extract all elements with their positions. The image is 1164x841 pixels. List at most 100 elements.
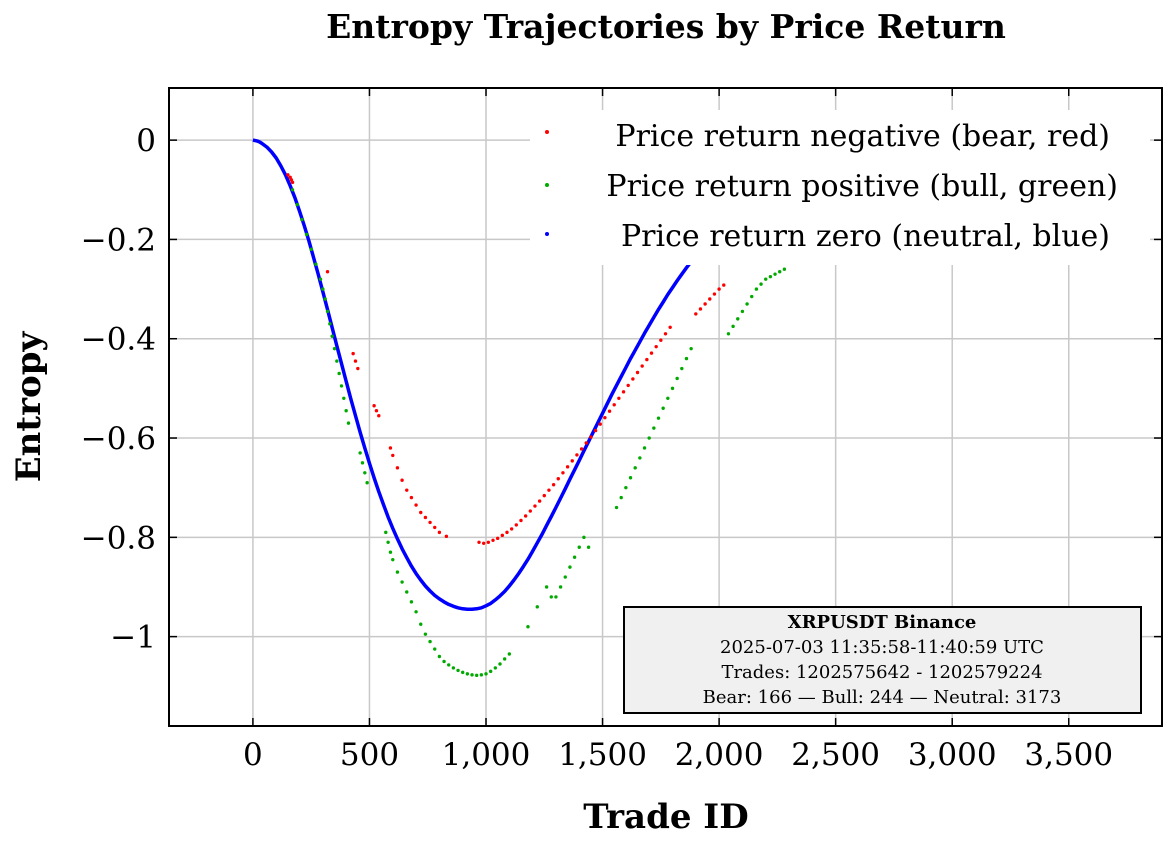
bull-point	[363, 471, 367, 475]
legend-marker-bear	[545, 130, 549, 134]
bear-point	[703, 302, 707, 306]
bull-point	[325, 309, 330, 314]
bull-point	[666, 396, 670, 401]
legend-marker-neutral	[545, 232, 549, 236]
bear-point	[372, 404, 376, 408]
bear-point	[617, 396, 621, 401]
bear-point	[589, 435, 593, 439]
x-tick-label: 2,500	[791, 737, 880, 773]
bull-point	[405, 590, 409, 594]
bear-point	[351, 351, 355, 356]
bear-point	[547, 488, 551, 492]
bear-point	[579, 447, 584, 451]
bull-point	[619, 495, 623, 500]
bear-point	[570, 459, 574, 463]
info-box-trades: Trades: 1202575642 - 1202579224	[721, 662, 1042, 683]
bear-point	[607, 409, 612, 413]
bear-point	[477, 540, 481, 544]
bull-point	[526, 625, 530, 629]
bull-point	[414, 610, 418, 614]
bull-point	[652, 426, 656, 430]
bull-point	[633, 466, 637, 470]
y-tick-label: 0	[136, 123, 156, 159]
bear-point	[509, 527, 514, 531]
bull-point	[544, 585, 549, 589]
bull-point	[488, 669, 493, 674]
bear-point	[663, 332, 668, 336]
bull-point	[300, 217, 304, 222]
bear-point	[528, 509, 533, 513]
x-axis-ticks: 0 500 1,000 1,500 2,000 2,500 3,000 3,500	[243, 88, 1113, 773]
bear-point	[353, 359, 358, 363]
x-tick-label: 1,500	[558, 737, 647, 773]
bear-point	[481, 541, 486, 545]
bull-point	[433, 647, 437, 651]
bear-point	[556, 477, 560, 481]
bull-point	[498, 662, 502, 666]
bear-point	[712, 292, 717, 296]
bear-point	[654, 344, 658, 349]
bull-point	[759, 282, 763, 286]
bull-point	[558, 585, 563, 589]
bull-point	[318, 277, 323, 281]
bear-point	[437, 530, 442, 535]
bear-point	[717, 287, 721, 291]
bull-point	[554, 595, 558, 599]
bull-point	[314, 262, 318, 266]
bear-point	[694, 312, 698, 316]
bull-point	[395, 570, 400, 574]
bull-point	[290, 188, 295, 192]
bull-point	[493, 666, 498, 670]
y-tick-label: −0.8	[81, 520, 156, 556]
bull-point	[409, 600, 414, 604]
bear-point	[645, 357, 649, 362]
y-tick-label: −1	[110, 620, 156, 656]
y-tick-label: −0.6	[81, 421, 156, 457]
bear-point	[423, 515, 428, 520]
bull-point	[670, 386, 675, 391]
bull-point	[384, 530, 388, 535]
bull-point	[778, 270, 782, 274]
bear-point	[621, 390, 626, 394]
bear-point	[409, 495, 414, 500]
x-tick-label: 0	[243, 737, 263, 773]
bear-point	[374, 409, 379, 413]
bear-point	[523, 514, 528, 518]
bull-point	[535, 605, 539, 609]
bull-point	[484, 672, 488, 676]
bull-point	[647, 436, 651, 440]
info-box-frame	[623, 606, 1142, 714]
bull-point	[400, 580, 404, 584]
bull-point	[344, 409, 348, 413]
bull-point	[782, 267, 787, 271]
bull-point	[337, 371, 341, 376]
bull-point	[332, 346, 337, 351]
bear-point	[486, 540, 491, 544]
bear-point	[593, 428, 598, 433]
bear-point	[533, 504, 537, 508]
bull-point	[365, 481, 369, 485]
bull-point	[773, 272, 777, 276]
bear-point	[708, 297, 712, 301]
bull-point	[754, 287, 759, 291]
bull-point	[549, 595, 553, 599]
bear-point	[612, 403, 616, 407]
bull-point	[321, 287, 325, 291]
bear-point	[649, 351, 654, 355]
bull-point	[358, 451, 362, 455]
chart-legend: Price return negative (bear, red) Price …	[530, 110, 1150, 265]
bear-point	[698, 307, 703, 311]
bull-point	[304, 232, 309, 237]
bull-point	[745, 302, 749, 306]
bull-point	[360, 461, 365, 465]
x-tick-label: 2,000	[675, 737, 764, 773]
bull-point	[740, 309, 745, 314]
bull-point	[391, 557, 395, 562]
bull-point	[309, 247, 313, 252]
bear-point	[433, 525, 437, 530]
bull-point	[330, 334, 334, 338]
bull-point	[656, 416, 661, 420]
bear-point	[640, 364, 644, 368]
bull-point	[675, 376, 679, 381]
